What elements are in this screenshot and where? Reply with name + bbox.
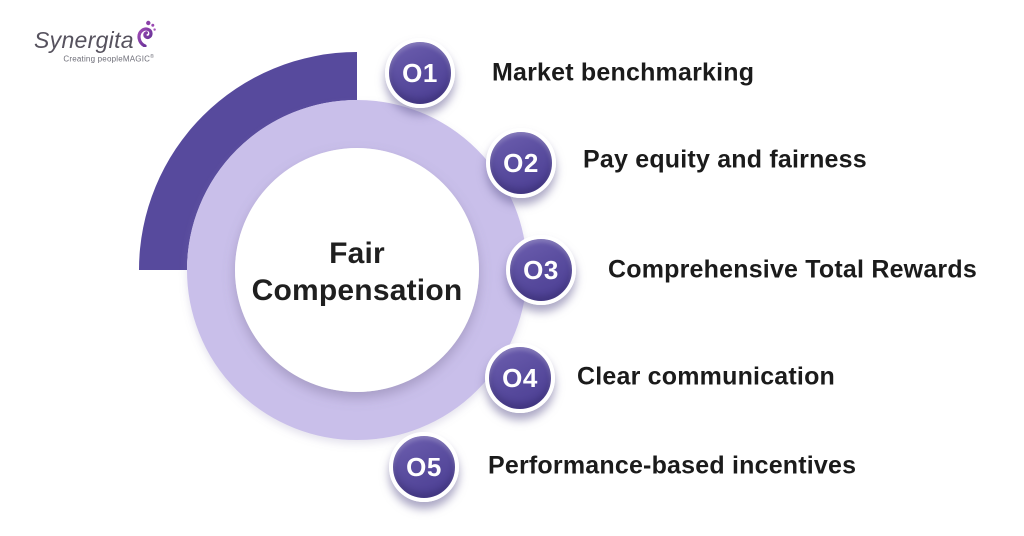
step-badge-01: O1 bbox=[385, 38, 455, 108]
step-label-clear-communication: Clear communication bbox=[577, 362, 836, 391]
step-number-01: O1 bbox=[402, 57, 438, 88]
center-title: Fair Compensation bbox=[197, 235, 517, 309]
synergita-logo: Synergita Creating peopleMAGIC® bbox=[34, 20, 156, 64]
step-badge-03: O3 bbox=[506, 235, 576, 305]
step-label-market-benchmarking: Market benchmarking bbox=[492, 58, 755, 87]
step-number-04: O4 bbox=[502, 362, 538, 393]
step-number-05: O5 bbox=[406, 451, 442, 482]
step-number-02: O2 bbox=[503, 147, 539, 178]
step-badge-02: O2 bbox=[486, 128, 556, 198]
center-title-line1: Fair bbox=[329, 237, 385, 270]
dark-quarter-arc bbox=[139, 52, 357, 270]
step-label-performance-based-incentives: Performance-based incentives bbox=[488, 451, 857, 480]
step-badge-05: O5 bbox=[389, 432, 459, 502]
registered-mark: ® bbox=[150, 54, 154, 60]
step-label-comprehensive-total-rewards: Comprehensive Total Rewards bbox=[608, 255, 977, 284]
center-title-line2: Compensation bbox=[251, 274, 463, 307]
step-number-03: O3 bbox=[523, 254, 559, 285]
step-label-pay-equity-and-fairness: Pay equity and fairness bbox=[583, 145, 867, 174]
brand-tagline: Creating peopleMAGIC® bbox=[63, 54, 154, 64]
center-circle bbox=[235, 148, 479, 392]
brand-name: Synergita bbox=[34, 27, 134, 53]
synergita-swirl-icon bbox=[136, 20, 156, 52]
light-ring bbox=[187, 100, 527, 440]
step-badge-04: O4 bbox=[485, 343, 555, 413]
